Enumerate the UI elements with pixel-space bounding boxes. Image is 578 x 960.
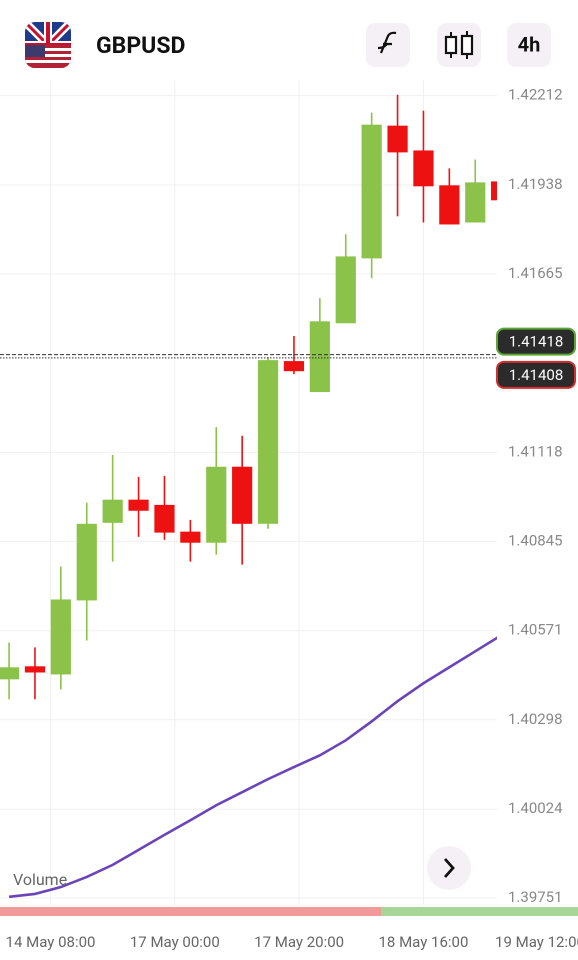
y-tick-label: 1.40298 bbox=[508, 710, 563, 728]
y-tick-label: 1.41118 bbox=[508, 442, 563, 460]
price-tag bbox=[496, 327, 576, 356]
candle-body bbox=[491, 181, 497, 201]
x-tick-label: 17 May 20:00 bbox=[254, 933, 344, 951]
x-tick-label: 17 May 00:00 bbox=[130, 933, 220, 951]
x-tick-label: 19 May 12:00 bbox=[495, 933, 578, 951]
volume-label: Volume bbox=[13, 870, 67, 889]
flag-icon bbox=[25, 22, 71, 68]
y-tick-label: 1.41938 bbox=[508, 175, 563, 193]
y-tick-label: 1.40024 bbox=[508, 799, 563, 817]
candle-body bbox=[439, 185, 460, 225]
candle-body bbox=[283, 361, 305, 372]
candle-body bbox=[128, 499, 149, 511]
price-tag-label: 1.41408 bbox=[509, 366, 564, 384]
candle-body bbox=[361, 124, 382, 259]
y-tick-label: 1.40845 bbox=[508, 531, 563, 549]
chart-type-button[interactable] bbox=[437, 23, 481, 67]
y-tick-label: 1.40571 bbox=[508, 621, 563, 639]
candle-body bbox=[387, 125, 408, 153]
candle-body bbox=[206, 466, 227, 543]
axis: 1.39751 1.40024 1.40298 1.40571 1.40845 1.411… bbox=[6, 86, 578, 951]
candle-body bbox=[180, 531, 201, 543]
candle-body bbox=[24, 666, 46, 673]
indicator-button[interactable] bbox=[366, 23, 410, 67]
x-tick-label: 18 May 16:00 bbox=[378, 933, 468, 951]
candle-body bbox=[465, 182, 486, 223]
candle-body bbox=[154, 504, 175, 533]
volume-strip-down bbox=[0, 907, 381, 916]
candle-body bbox=[257, 360, 279, 524]
y-tick-label: 1.42212 bbox=[508, 86, 563, 104]
candle-body bbox=[335, 256, 356, 324]
volume-strip-up bbox=[381, 907, 578, 916]
interval[interactable]: 4h bbox=[518, 32, 541, 56]
x-tick-label: 14 May 08:00 bbox=[6, 933, 96, 951]
candle-body bbox=[232, 466, 253, 524]
grid bbox=[0, 80, 497, 905]
symbol: GBPUSD bbox=[96, 32, 185, 59]
candle-body bbox=[76, 523, 97, 601]
candle-body bbox=[309, 321, 330, 393]
candle-body bbox=[0, 667, 20, 680]
interval-button[interactable]: 4h bbox=[507, 23, 551, 67]
candle-body bbox=[50, 599, 71, 675]
plot-area bbox=[0, 94, 497, 899]
price-tag bbox=[496, 360, 576, 389]
candle-body bbox=[413, 150, 434, 187]
y-tick-label: 1.41665 bbox=[508, 264, 563, 282]
moving-average-line bbox=[8, 636, 497, 899]
price-tag-label: 1.41418 bbox=[509, 333, 564, 351]
y-tick-label: 1.39751 bbox=[508, 888, 563, 906]
scroll-button[interactable] bbox=[427, 846, 471, 890]
candle-body bbox=[102, 499, 123, 523]
